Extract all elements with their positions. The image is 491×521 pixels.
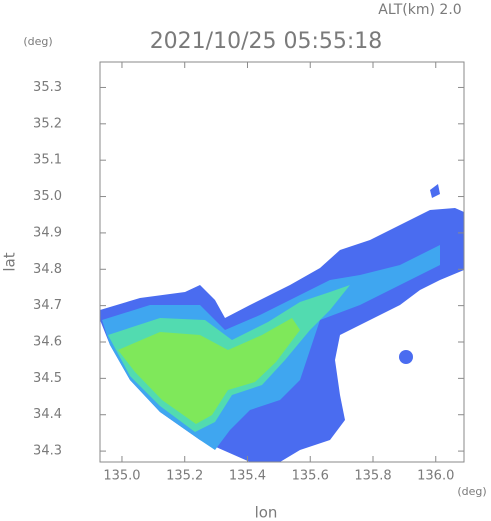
- y-tick-label: 34.9: [33, 225, 62, 240]
- y-tick-label: 35.1: [33, 153, 62, 168]
- y-tick-label: 34.6: [33, 335, 62, 350]
- x-tick-label: 135.8: [354, 469, 391, 484]
- x-tick-label: 135.6: [292, 469, 329, 484]
- radar-echo: [100, 184, 464, 462]
- y-tick-label: 34.7: [33, 298, 62, 313]
- x-tick-label: 135.2: [166, 469, 203, 484]
- y-tick-label: 34.5: [33, 371, 62, 386]
- y-tick-label: 35.0: [33, 189, 62, 204]
- y-tick-label: 34.8: [33, 262, 62, 277]
- x-tick-label: 136.0: [417, 469, 454, 484]
- y-tick-label: 34.4: [33, 407, 62, 422]
- plot-frame: [99, 61, 465, 463]
- y-tick-label: 35.2: [33, 116, 62, 131]
- echo-heavy: [118, 318, 300, 424]
- y-axis-label: lat: [1, 252, 19, 271]
- y-tick-label: 34.3: [33, 444, 62, 459]
- y-tick-label: 35.3: [33, 80, 62, 95]
- echo-weak: [430, 184, 440, 198]
- x-tick-label: 135.4: [229, 469, 266, 484]
- altitude-label: ALT(km) 2.0: [378, 2, 461, 18]
- y-unit: (deg): [23, 35, 52, 48]
- x-axis-label: lon: [255, 504, 278, 521]
- x-unit: (deg): [457, 485, 486, 498]
- x-tick-label: 135.0: [103, 469, 140, 484]
- chart-title: 2021/10/25 05:55:18: [150, 29, 383, 54]
- echo-cell: [399, 350, 413, 364]
